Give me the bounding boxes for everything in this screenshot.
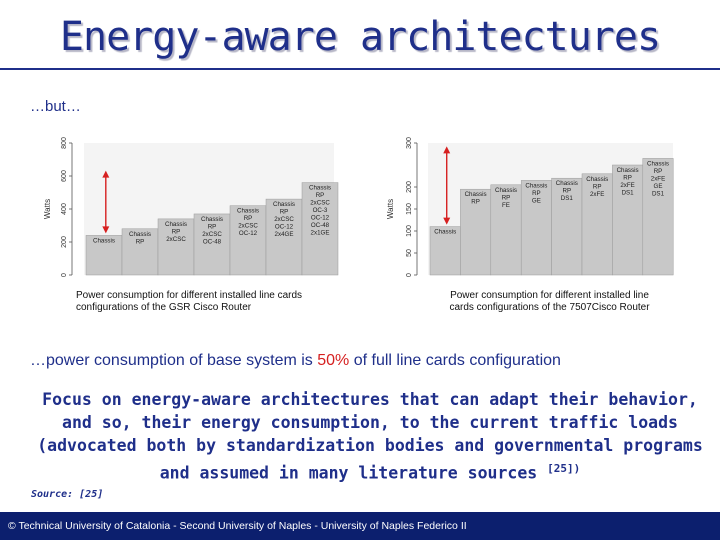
focus-statement: Focus on energy-aware architectures that… (25, 388, 715, 485)
bar-label: DS1 (652, 190, 665, 197)
bar-label: 2xFE (620, 182, 634, 189)
bar-label: GE (654, 183, 663, 190)
y-tick-label: 0 (61, 273, 68, 277)
range-arrow-head-top (102, 170, 110, 178)
y-tick-label: 300 (406, 137, 413, 149)
bar (265, 198, 303, 276)
y-tick-label: 50 (406, 249, 413, 257)
bar-label: 2xCSC (310, 200, 330, 207)
bar-label: RP (532, 190, 541, 197)
y-tick-label: 0 (406, 273, 413, 277)
y-tick-label: 600 (61, 170, 68, 182)
bar-label: OC-12 (275, 224, 294, 231)
y-tick-label: 400 (61, 203, 68, 215)
bar (551, 177, 583, 276)
bar-label: RP (244, 215, 253, 222)
bar-label: Chassis (586, 176, 608, 183)
y-tick-label: 200 (61, 236, 68, 248)
bar-label: RP (280, 209, 289, 216)
but-text: …but… (30, 98, 81, 115)
bar-label: Chassis (525, 182, 547, 189)
bar-label: Chassis (273, 201, 295, 208)
footer-bar: © Technical University of Catalonia - Se… (0, 512, 720, 540)
bar-label: Chassis (647, 160, 669, 167)
bar-label: GE (532, 197, 541, 204)
y-tick-label: 150 (406, 203, 413, 215)
bar-label: 2xCSC (166, 236, 186, 243)
bar-label: 2xFE (590, 191, 604, 198)
bar-label: 2x1GE (311, 230, 330, 237)
bar-label: Chassis (165, 221, 187, 228)
power-percentage: 50% (317, 352, 350, 369)
bar-label: OC-48 (311, 222, 330, 229)
bar-label: 2xFE (651, 175, 665, 182)
power-consumption-note: …power consumption of base system is 50%… (30, 352, 561, 370)
bar (581, 173, 613, 276)
bar-label: 2xCSC (202, 231, 222, 238)
source-note: Source: [25] (31, 489, 104, 500)
c7507-chart-caption: Power consumption for different installe… (449, 290, 650, 313)
bar-label: FE (502, 202, 510, 209)
bar-label: RP (208, 223, 217, 230)
bar-label: Chassis (93, 237, 115, 244)
y-axis-label: Watts (386, 199, 395, 219)
y-tick-label: 800 (61, 137, 68, 149)
bar-label: 2xCSC (238, 223, 258, 230)
bar-label: OC-12 (239, 230, 258, 237)
y-tick-label: 200 (406, 181, 413, 193)
range-arrow-head-bottom (102, 226, 110, 234)
bar-label: Chassis (556, 180, 578, 187)
bar-label: Chassis (309, 185, 331, 192)
bar (193, 213, 231, 276)
bar (429, 226, 461, 276)
slide-title: Energy-aware architectures (59, 14, 661, 60)
bar (642, 158, 674, 276)
bar-label: DS1 (622, 190, 635, 197)
power-text-after: of full line cards configuration (349, 352, 561, 369)
bar-label: RP (316, 192, 325, 199)
bar-label: Chassis (465, 191, 487, 198)
bar-label: 2xCSC (274, 216, 294, 223)
bar-label: Chassis (434, 229, 456, 236)
bar-label: DS1 (561, 195, 574, 202)
bar-label: OC-48 (203, 238, 222, 245)
bar (121, 228, 159, 276)
bar-label: RP (623, 175, 632, 182)
footer-text: © Technical University of Catalonia - Se… (8, 520, 467, 532)
title-divider (0, 68, 720, 70)
bar (301, 182, 339, 276)
range-arrow-head-top (443, 146, 451, 154)
bar-label: Chassis (201, 216, 223, 223)
bar-label: OC-3 (313, 207, 328, 214)
bar-label: RP (593, 183, 602, 190)
focus-reference: [25]) (547, 462, 581, 475)
gsr-chart-caption: Power consumption for different installe… (76, 290, 303, 313)
focus-text: Focus on energy-aware architectures that… (37, 390, 703, 483)
bar-label: Chassis (495, 187, 517, 194)
bar-label: RP (654, 168, 663, 175)
bar-label: Chassis (237, 208, 259, 215)
bar (157, 218, 195, 276)
y-axis-label: Watts (43, 199, 52, 219)
power-text-before: …power consumption of base system is (30, 352, 318, 369)
gsr-power-chart: 0200400600800WattsChassisChassisRPChassi… (43, 137, 339, 277)
bar (490, 184, 522, 276)
c7507-power-chart: 050100150200300WattsChassisChassisRPChas… (386, 137, 674, 277)
bar-label: RP (471, 199, 480, 206)
bar-label: 2x4GE (275, 231, 294, 238)
bar (520, 180, 552, 276)
y-tick-label: 100 (406, 225, 413, 237)
bar-label: RP (172, 228, 181, 235)
bar-label: RP (562, 188, 571, 195)
bar-label: RP (502, 194, 511, 201)
range-arrow-head-bottom (443, 217, 451, 225)
bar (612, 164, 644, 276)
bar-label: Chassis (129, 231, 151, 238)
bar-label: Chassis (617, 167, 639, 174)
bar-label: OC-12 (311, 215, 330, 222)
bar-label: RP (136, 238, 145, 245)
bar (229, 205, 267, 276)
